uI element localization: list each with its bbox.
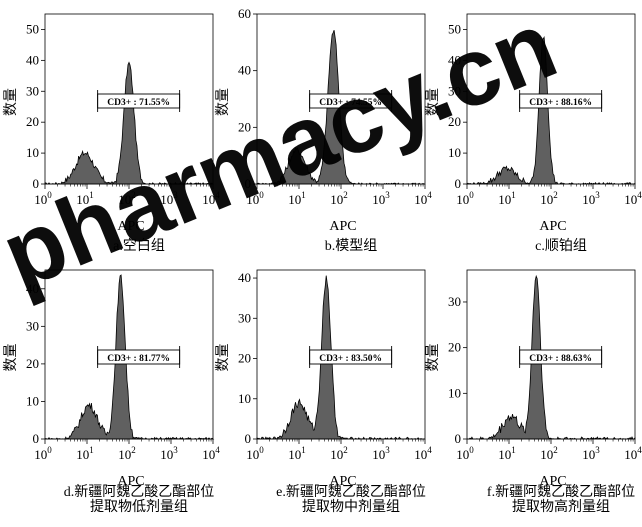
x-tick-label: 101 xyxy=(76,445,94,462)
y-tick-label: 40 xyxy=(26,281,39,296)
x-tick-label: 104 xyxy=(414,190,432,207)
y-tick-label: 10 xyxy=(448,385,461,400)
y-tick-label: 10 xyxy=(448,145,461,160)
x-axis-label: APC xyxy=(539,474,566,489)
y-tick-label: 30 xyxy=(448,294,461,309)
y-tick-label: 30 xyxy=(26,83,39,98)
x-axis-label: APC xyxy=(329,219,356,234)
y-tick-label: 20 xyxy=(26,114,39,129)
x-tick-label: 101 xyxy=(498,190,516,207)
y-tick-label: 20 xyxy=(448,114,461,129)
x-tick-label: 102 xyxy=(330,190,348,207)
x-tick-label: 104 xyxy=(202,445,220,462)
y-tick-label: 40 xyxy=(238,63,251,78)
panel-caption: a.空白组 xyxy=(113,238,165,254)
y-tick-label: 50 xyxy=(448,21,461,36)
panel-c: 0 10 20 30 40 50 100 101 102 103 104 APC 数量 CD3+ : 88… xyxy=(425,13,642,254)
gate-label: CD3+ : 88.16% xyxy=(529,98,592,108)
gate-label: CD3+ : 81.77% xyxy=(107,354,170,364)
y-tick-label: 0 xyxy=(245,431,252,446)
histogram-area xyxy=(255,30,425,185)
y-tick-label: 0 xyxy=(245,176,252,191)
y-tick-label: 10 xyxy=(238,391,251,406)
x-tick-label: 104 xyxy=(414,445,432,462)
gate-label: CD3+ : 88.63% xyxy=(529,354,592,364)
y-tick-label: 20 xyxy=(238,351,251,366)
panel-caption: c.顺铂组 xyxy=(535,238,587,254)
panel-caption: 提取物中剂量组 xyxy=(302,499,400,515)
y-tick-label: 20 xyxy=(26,356,39,371)
x-tick-label: 104 xyxy=(624,190,642,207)
y-tick-label: 20 xyxy=(238,119,251,134)
x-tick-label: 101 xyxy=(288,445,306,462)
x-tick-label: 100 xyxy=(246,445,264,462)
y-axis-label: 数量 xyxy=(3,88,19,116)
y-axis-label: 数量 xyxy=(3,344,19,372)
x-tick-label: 101 xyxy=(498,445,516,462)
x-tick-label: 103 xyxy=(160,445,178,462)
x-axis-label: APC xyxy=(539,219,566,234)
y-axis-label: 数量 xyxy=(425,88,441,116)
gate-label: CD3+ : 83.50% xyxy=(319,354,382,364)
x-tick-label: 104 xyxy=(624,445,642,462)
y-tick-label: 30 xyxy=(238,310,251,325)
x-tick-label: 100 xyxy=(456,445,474,462)
x-tick-label: 102 xyxy=(118,445,136,462)
panel-d: 0 10 20 30 40 100 101 102 103 104 APC 数量 CD3+ : 81.7… xyxy=(3,269,220,515)
y-tick-label: 30 xyxy=(448,83,461,98)
x-tick-label: 100 xyxy=(34,445,52,462)
panel-caption: e.新疆阿魏乙酸乙酯部位 xyxy=(276,484,426,500)
x-tick-label: 102 xyxy=(540,190,558,207)
panel-f: 0 10 20 30 100 101 102 103 104 APC 数量 CD3+ : 88.63%… xyxy=(425,269,642,515)
x-tick-label: 103 xyxy=(582,190,600,207)
panel-caption: 提取物高剂量组 xyxy=(512,498,610,515)
panel-caption: d.新疆阿魏乙酸乙酯部位 xyxy=(64,484,215,500)
x-tick-label: 102 xyxy=(330,445,348,462)
y-tick-label: 0 xyxy=(33,431,40,446)
panel-caption: 提取物低剂量组 xyxy=(90,499,188,515)
x-tick-label: 103 xyxy=(372,445,390,462)
x-tick-label: 102 xyxy=(540,445,558,462)
x-tick-label: 103 xyxy=(372,190,390,207)
x-tick-label: 100 xyxy=(456,190,474,207)
y-tick-label: 60 xyxy=(238,6,251,21)
gate-label: CD3+ : 74.55% xyxy=(319,98,382,108)
panel-e: 0 10 20 30 40 100 101 102 103 104 APC 数量 CD3+ : 83.5… xyxy=(215,269,432,515)
x-axis-label: APC xyxy=(329,474,356,489)
y-tick-label: 0 xyxy=(455,431,462,446)
y-tick-label: 50 xyxy=(26,21,39,36)
y-axis-label: 数量 xyxy=(425,344,441,372)
y-tick-label: 30 xyxy=(26,318,39,333)
y-tick-label: 20 xyxy=(448,340,461,355)
x-tick-label: 103 xyxy=(582,445,600,462)
x-axis-label: APC xyxy=(117,219,144,234)
y-axis-label: 数量 xyxy=(215,344,231,372)
y-tick-label: 40 xyxy=(26,52,39,67)
y-tick-label: 40 xyxy=(448,52,461,67)
y-tick-label: 10 xyxy=(26,393,39,408)
y-tick-label: 10 xyxy=(26,145,39,160)
panel-caption: b.模型组 xyxy=(325,238,378,254)
y-tick-label: 0 xyxy=(33,176,40,191)
panel-caption: f.新疆阿魏乙酸乙酯部位 xyxy=(487,484,635,500)
x-axis-label: APC xyxy=(117,474,144,489)
y-tick-label: 40 xyxy=(238,270,251,285)
gate-label: CD3+ : 71.55% xyxy=(107,98,170,108)
y-tick-label: 0 xyxy=(455,176,462,191)
y-axis-label: 数量 xyxy=(215,88,231,116)
